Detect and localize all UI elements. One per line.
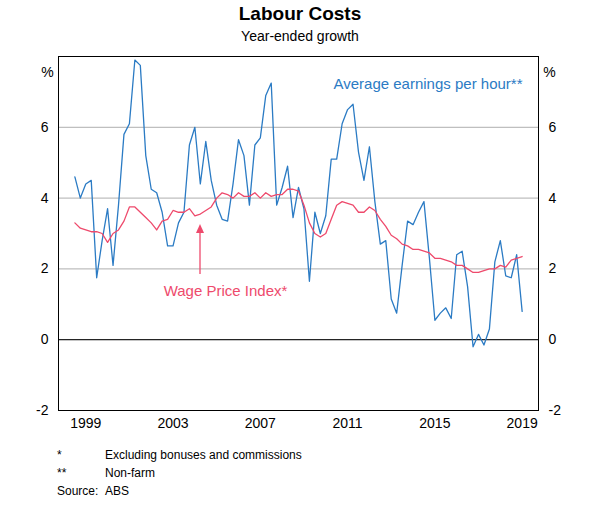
svg-text:4: 4 [549,190,557,206]
svg-text:0: 0 [41,331,49,347]
svg-text:2007: 2007 [245,415,276,431]
svg-text:-2: -2 [36,402,49,418]
svg-text:%: % [41,64,53,80]
html-text:ABS: ABS [105,484,129,498]
svg-text:%: % [543,64,555,80]
html-text:Labour Costs: Labour Costs [238,3,362,24]
svg-text:2011: 2011 [333,415,363,431]
html-text:Excluding bonuses and commissi: Excluding bonuses and commissions [105,448,302,462]
svg-text:2: 2 [549,260,557,276]
svg-text:6: 6 [41,119,49,135]
svg-text:6: 6 [549,119,557,135]
html-text:Non-farm: Non-farm [105,466,155,480]
svg-text:4: 4 [41,190,49,206]
html-text:Source:: Source: [57,484,99,498]
svg-text:0: 0 [549,331,557,347]
svg-text:-2: -2 [549,402,562,418]
svg-text:2015: 2015 [419,415,450,431]
svg-text:1999: 1999 [70,415,101,431]
svg-text:Wage Price Index*: Wage Price Index* [164,282,288,299]
svg-text:2003: 2003 [157,415,188,431]
svg-text:Average earnings per hour**: Average earnings per hour** [333,75,522,92]
svg-text:2019: 2019 [507,415,538,431]
svg-text:2: 2 [41,260,49,276]
html-text:Year-ended growth: Year-ended growth [241,28,359,44]
